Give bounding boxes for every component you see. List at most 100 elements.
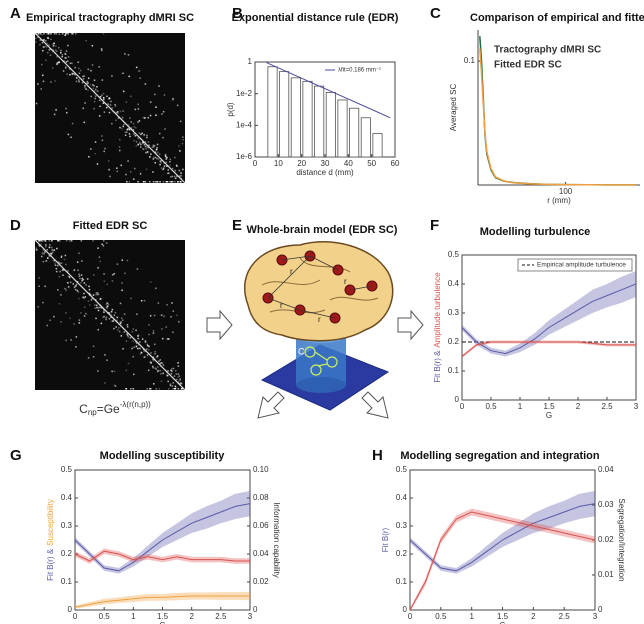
panel-label: F [430, 217, 439, 234]
matrix-texture [117, 117, 120, 119]
matrix-texture [169, 160, 171, 163]
series-line [74, 595, 250, 608]
band-segment [505, 343, 520, 357]
matrix-texture [86, 82, 89, 85]
matrix-texture [129, 135, 131, 138]
matrix-texture [67, 44, 69, 47]
matrix-texture [163, 315, 165, 317]
matrix-texture [161, 362, 163, 364]
matrix-texture [122, 125, 124, 128]
band-segment [471, 545, 488, 567]
matrix-texture [146, 343, 148, 346]
matrix-texture [48, 240, 51, 242]
matrix-texture [96, 306, 98, 309]
matrix-texture [57, 46, 60, 49]
matrix-texture [144, 181, 147, 183]
matrix-texture [117, 329, 119, 332]
matrix-texture [159, 132, 161, 135]
matrix-texture [65, 107, 67, 110]
matrix-texture [166, 374, 168, 376]
matrix-texture [157, 158, 160, 160]
matrix-texture [144, 117, 146, 119]
matrix-texture [149, 114, 152, 117]
matrix-texture [74, 73, 76, 76]
matrix-texture [117, 112, 119, 114]
matrix-texture [147, 369, 150, 371]
matrix-texture [49, 244, 51, 246]
matrix-texture [143, 356, 145, 358]
matrix-texture [76, 261, 79, 263]
matrix-texture [92, 345, 95, 348]
matrix-texture [67, 133, 70, 136]
matrix-texture [139, 77, 141, 79]
matrix-texture [127, 128, 129, 130]
matrix-texture [119, 302, 122, 305]
matrix-texture [114, 311, 117, 314]
matrix-texture [134, 108, 137, 111]
matrix-texture [58, 261, 60, 264]
matrix-texture [88, 285, 90, 288]
matrix-texture [125, 369, 128, 372]
matrix-texture [42, 253, 44, 255]
matrix-texture [82, 296, 84, 299]
matrix-texture [77, 269, 79, 272]
matrix-texture [78, 80, 80, 83]
matrix-texture [65, 61, 68, 63]
matrix-texture [49, 54, 52, 57]
matrix-texture [125, 101, 128, 103]
matrix-texture [71, 73, 74, 75]
matrix-texture [92, 356, 95, 358]
matrix-texture [44, 251, 46, 253]
matrix-texture [158, 360, 160, 362]
matrix-texture [99, 105, 101, 108]
matrix-texture [145, 348, 148, 350]
matrix-texture [141, 132, 144, 135]
matrix-texture [126, 324, 129, 326]
matrix-texture [129, 171, 132, 173]
legend-label: Tractography dMRI SC [494, 45, 601, 56]
matrix-texture [100, 48, 103, 50]
band-segment [456, 558, 472, 574]
matrix-texture [142, 148, 144, 150]
matrix-texture [103, 311, 105, 313]
matrix-texture [57, 264, 59, 267]
matrix-texture [94, 152, 97, 155]
matrix-texture [41, 63, 43, 66]
matrix-texture [140, 143, 142, 146]
matrix-texture [105, 106, 108, 109]
matrix-texture [176, 175, 178, 177]
matrix-texture [39, 33, 42, 35]
x-tick-label: 1 [469, 612, 474, 621]
matrix-texture [165, 326, 167, 328]
matrix-texture [142, 116, 145, 119]
matrix-texture [176, 165, 178, 167]
matrix-texture [64, 53, 67, 56]
matrix-texture [174, 177, 177, 180]
y-tick-label: 0.2 [396, 549, 408, 558]
matrix-texture [73, 269, 76, 271]
matrix-texture [61, 53, 64, 56]
matrix-texture [57, 289, 59, 291]
matrix-texture [156, 181, 158, 183]
panel-label: H [372, 447, 383, 464]
matrix-texture [95, 292, 98, 294]
band-segment [534, 320, 549, 345]
matrix-texture [57, 240, 59, 242]
panel-label: C [430, 5, 441, 22]
matrix-texture [108, 317, 110, 320]
matrix-texture [51, 67, 54, 69]
matrix-texture [78, 67, 80, 70]
matrix-texture [152, 367, 154, 369]
matrix-texture [38, 33, 40, 35]
matrix-texture [140, 133, 142, 136]
matrix-texture [125, 173, 127, 176]
matrix-texture [147, 349, 150, 351]
x-tick-label: 10 [274, 159, 283, 168]
matrix-texture [100, 322, 103, 325]
matrix-texture [44, 240, 47, 242]
matrix-texture [87, 357, 90, 359]
matrix-texture [139, 347, 141, 350]
bar [349, 107, 360, 158]
matrix-texture [126, 326, 129, 328]
matrix-texture [59, 240, 61, 242]
